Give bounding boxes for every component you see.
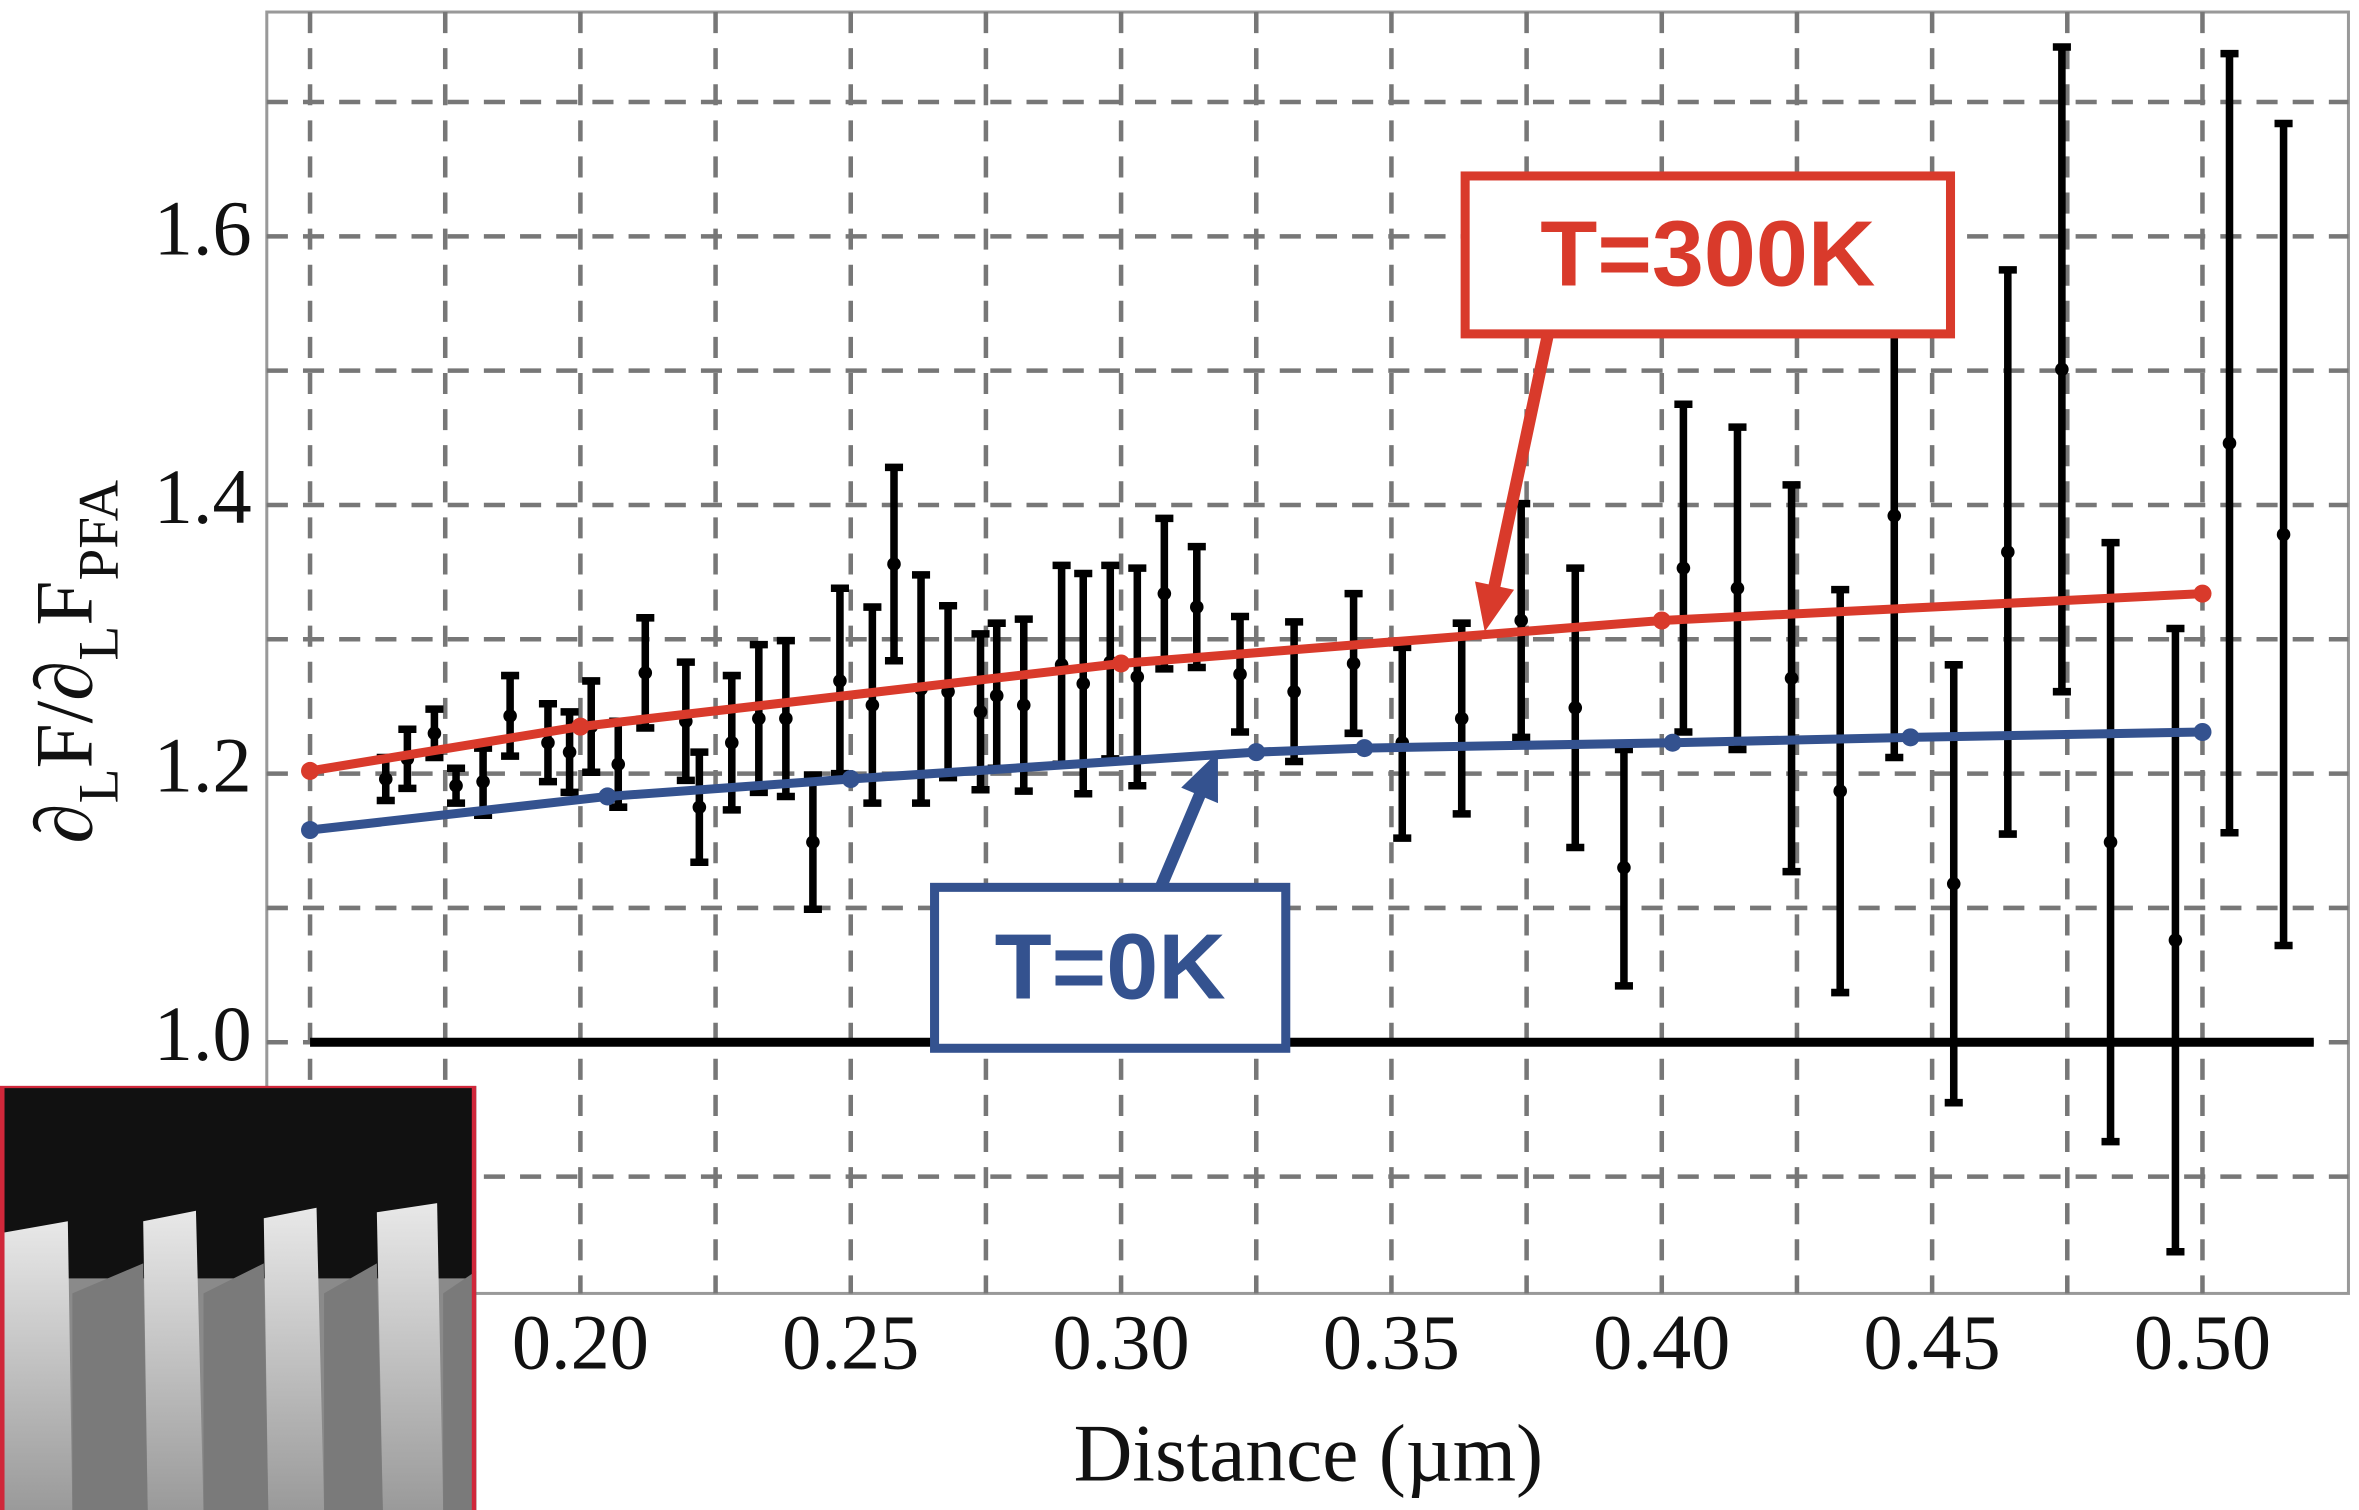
data-point: [541, 735, 555, 750]
data-point: [2222, 436, 2237, 450]
fit-point: [1355, 739, 1374, 758]
data-point: [752, 711, 766, 726]
data-point: [1346, 656, 1361, 671]
data-point: [378, 772, 393, 786]
fit-point: [1112, 654, 1131, 673]
data-point: [2001, 545, 2015, 559]
data-point: [2168, 933, 2183, 947]
x-tick-label: 0.25: [782, 1299, 919, 1386]
y-tick-label: 1.6: [154, 184, 252, 271]
data-point: [833, 674, 847, 688]
data-point: [1887, 508, 1902, 523]
y-axis-label: ∂LF/∂LFPFA: [19, 480, 130, 844]
fit-point: [2193, 584, 2212, 603]
annotation-box: [930, 882, 1291, 1053]
x-tick-label: 0.20: [512, 1299, 649, 1386]
data-point: [449, 778, 463, 793]
data-point: [806, 835, 820, 849]
y-label-part: ∂: [19, 803, 109, 843]
data-point: [973, 705, 988, 719]
fit-point: [1901, 728, 1920, 747]
data-point: [1454, 711, 1469, 726]
data-point: [1676, 561, 1691, 575]
fit-point: [841, 769, 860, 789]
y-label-part: L: [67, 768, 130, 803]
fit-point: [301, 761, 320, 780]
y-label-part: F: [19, 581, 109, 626]
data-point: [503, 709, 517, 723]
y-label-part: L: [67, 626, 130, 661]
fit-point: [571, 717, 590, 736]
fit-point: [1663, 733, 1682, 752]
data-point: [1190, 600, 1204, 614]
data-point: [1784, 671, 1799, 686]
fit-point: [598, 787, 617, 806]
data-point: [1287, 684, 1301, 699]
data-point: [2055, 362, 2069, 377]
x-axis-label: Distance (µm): [1074, 1409, 1543, 1499]
fit-point: [2193, 722, 2212, 742]
data-point: [1514, 613, 1528, 628]
y-tick-label: 1.4: [154, 453, 252, 540]
data-point: [1617, 860, 1631, 875]
fit-point: [1652, 611, 1671, 630]
x-tick-label: 0.40: [1593, 1299, 1730, 1386]
data-point: [989, 688, 1004, 703]
annotation-arrow: [1487, 332, 1554, 593]
y-label-part: PFA: [67, 480, 130, 581]
y-label-part: F/∂: [19, 661, 109, 769]
annotation-arrowhead: [1181, 751, 1218, 804]
data-point: [1833, 784, 1847, 798]
y-tick-label: 1.2: [154, 722, 252, 809]
fit-line: [309, 727, 2203, 835]
data-point: [611, 757, 626, 771]
data-point: [887, 557, 901, 571]
data-point: [476, 774, 490, 789]
x-tick-label: 0.35: [1323, 1299, 1460, 1386]
data-point: [725, 735, 739, 750]
data-point: [427, 726, 442, 741]
data-point: [1730, 581, 1745, 596]
x-tick-label: 0.30: [1053, 1299, 1190, 1386]
inset-image: [0, 1085, 477, 1510]
fit-point: [1247, 743, 1266, 762]
data-point: [1946, 876, 1961, 891]
x-tick-label: 0.45: [1864, 1299, 2001, 1386]
data-point: [562, 745, 577, 759]
annotation-arrow: [1155, 787, 1208, 890]
data-point: [2103, 835, 2118, 849]
data-point: [1076, 676, 1091, 691]
data-point: [1233, 667, 1247, 681]
x-tick-label: 0.50: [2134, 1299, 2271, 1386]
fit-point: [301, 821, 320, 840]
annotation-label: T=0K: [995, 914, 1226, 1019]
data-point: [692, 800, 707, 814]
data-point: [1568, 701, 1583, 715]
annotation-box: [1460, 171, 1956, 339]
data-point: [865, 698, 880, 712]
data-point: [638, 666, 653, 680]
data-point: [779, 711, 793, 726]
annotation-label: T=300K: [1540, 201, 1875, 306]
data-point: [2276, 527, 2291, 542]
data-point: [1130, 670, 1145, 684]
data-point: [1157, 586, 1172, 601]
annotation-arrowhead: [1475, 581, 1515, 632]
y-tick-label: 1.0: [154, 990, 252, 1077]
data-point: [1016, 698, 1031, 712]
